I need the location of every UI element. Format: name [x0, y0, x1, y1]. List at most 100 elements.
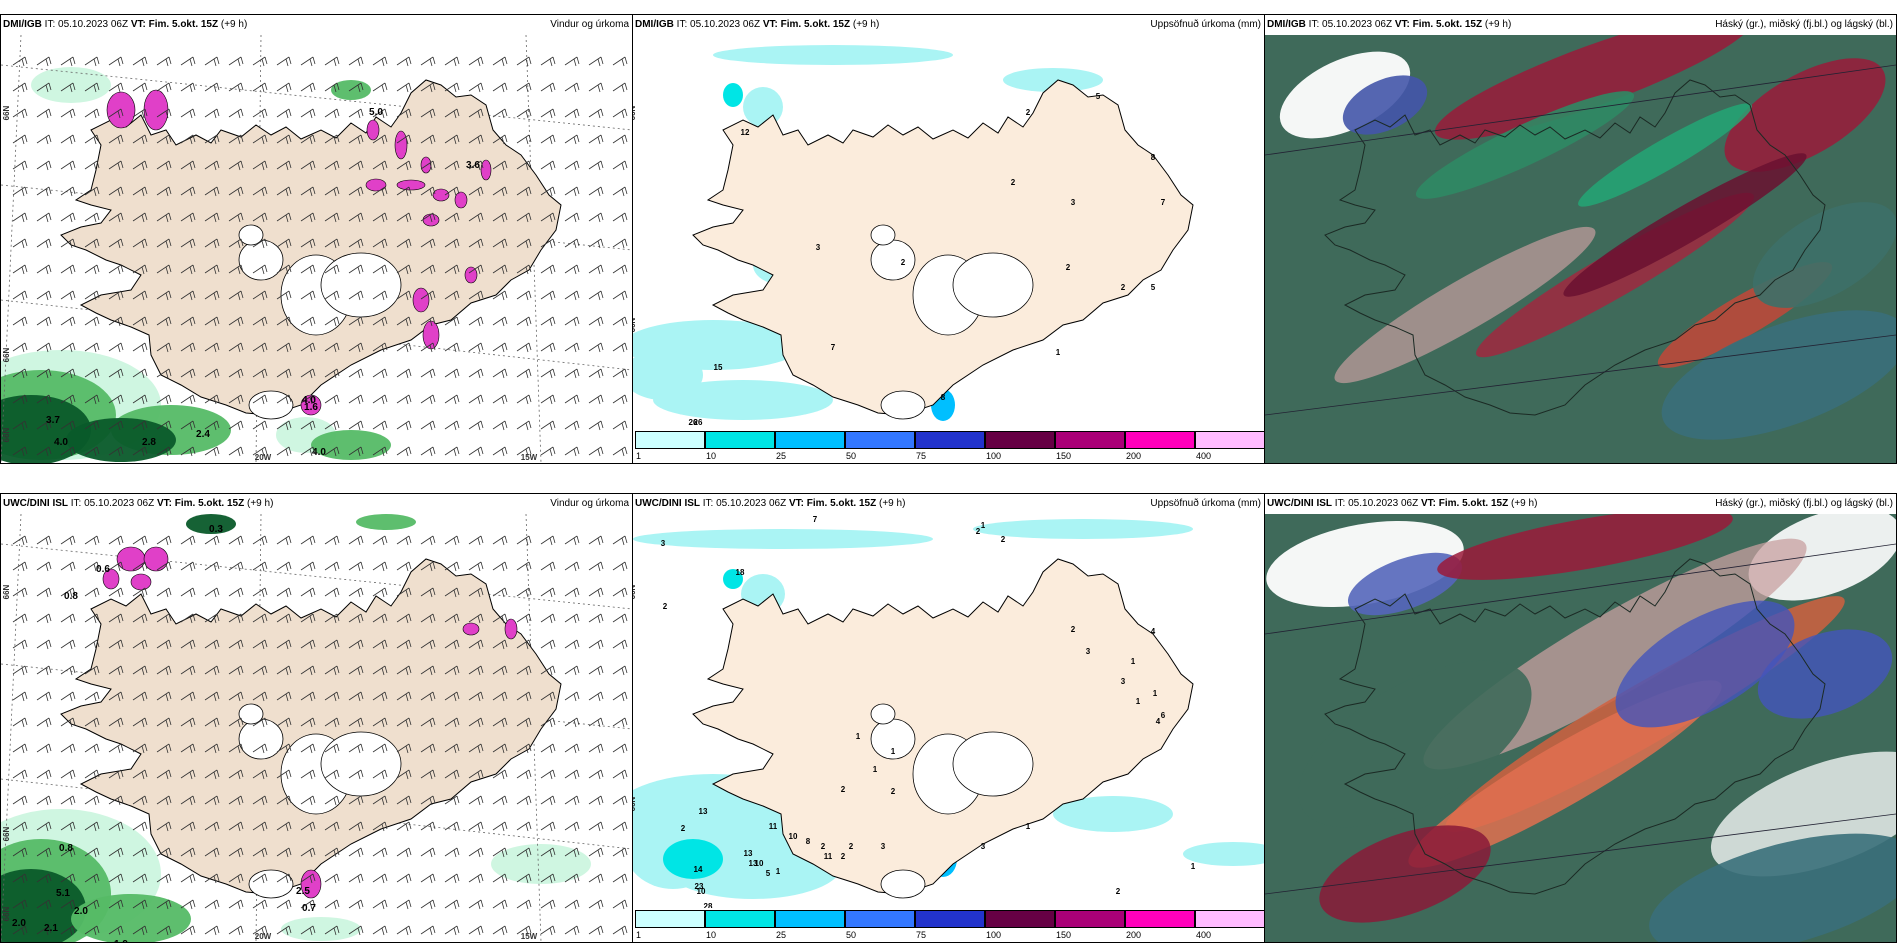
- wind-barb: [492, 446, 508, 457]
- wind-barb: [588, 691, 604, 702]
- wind-barb: [204, 561, 220, 572]
- wind-barb: [132, 899, 148, 910]
- wind-barb: [228, 108, 244, 119]
- wind-barb: [588, 212, 604, 223]
- wind-barb: [12, 795, 28, 806]
- lead-time: (+9 h): [1511, 498, 1538, 509]
- wind-barb: [540, 873, 556, 884]
- wind-barb: [324, 238, 340, 249]
- wind-barb: [252, 873, 268, 884]
- wind-barb: [492, 394, 508, 405]
- colorbar-label: 75: [916, 930, 927, 940]
- colorbar-label: 50: [846, 930, 857, 940]
- cloud-area: [1334, 226, 1596, 384]
- wind-barb: [276, 446, 292, 457]
- precip-value: 7: [831, 343, 836, 352]
- wind-barb: [516, 899, 532, 910]
- wind-barb: [324, 925, 340, 936]
- wind-barb: [228, 342, 244, 353]
- precip-value: 13: [744, 849, 753, 858]
- wind-barb: [444, 160, 460, 171]
- wind-barb: [300, 847, 316, 858]
- wind-barb: [588, 420, 604, 431]
- cloud-area: [1578, 103, 1752, 207]
- wind-barb: [228, 212, 244, 223]
- wind-barb: [540, 639, 556, 650]
- precip-value: 11: [824, 852, 833, 861]
- precip-value: 1: [1191, 862, 1196, 871]
- wind-barb: [516, 587, 532, 598]
- wind-barb: [540, 342, 556, 353]
- wind-barb: [492, 821, 508, 832]
- wind-barb: [324, 134, 340, 145]
- wind-barb: [132, 420, 148, 431]
- wind-barb: [444, 691, 460, 702]
- precip-cell: [462, 622, 480, 636]
- wind-barb: [588, 899, 604, 910]
- wind-barb: [348, 186, 364, 197]
- precip-cell: [420, 156, 432, 174]
- wind-barb: [396, 420, 412, 431]
- wind-barb: [372, 925, 388, 936]
- precip-value: 3: [881, 842, 886, 851]
- lead-time: (+9 h): [879, 498, 906, 509]
- wind-barb: [108, 795, 124, 806]
- wind-barb: [12, 316, 28, 327]
- wind-barb: [444, 368, 460, 379]
- wind-barb: [132, 717, 148, 728]
- wind-barb: [12, 613, 28, 624]
- wind-barb: [588, 665, 604, 676]
- wind-barb: [204, 795, 220, 806]
- wind-barb: [540, 535, 556, 546]
- wind-barb: [324, 420, 340, 431]
- wind-barb: [204, 56, 220, 67]
- wind-barb: [12, 264, 28, 275]
- precip-value: 5: [1096, 92, 1101, 101]
- wind-barb: [12, 446, 28, 457]
- wind-barb: [276, 561, 292, 572]
- wind-barb: [12, 420, 28, 431]
- cloud-area: [1437, 514, 1733, 580]
- wind-barb: [60, 691, 76, 702]
- wind-barb: [12, 561, 28, 572]
- wind-barb: [348, 290, 364, 301]
- wind-barb: [156, 420, 172, 431]
- wind-barb: [468, 264, 484, 275]
- wind-barb: [468, 691, 484, 702]
- model-source: DMI/IGB: [1267, 19, 1306, 30]
- wind-barb: [276, 769, 292, 780]
- wind-barb: [468, 238, 484, 249]
- wind-barb: [420, 82, 436, 93]
- wind-barb: [12, 847, 28, 858]
- wind-barb: [204, 899, 220, 910]
- precip-value: 2: [901, 258, 906, 267]
- wind-barb: [564, 186, 580, 197]
- wind-barb: [372, 394, 388, 405]
- wind-barb: [132, 847, 148, 858]
- wind-barb: [180, 186, 196, 197]
- panel-title: Háský (gr.), miðský (fj.bl.) og lágský (…: [1715, 19, 1893, 30]
- wind-barb: [276, 587, 292, 598]
- colorbar-label: 400: [1196, 930, 1212, 940]
- wind-barb: [444, 56, 460, 67]
- wind-barb: [60, 420, 76, 431]
- wind-barb: [36, 665, 52, 676]
- wind-barb: [612, 821, 628, 832]
- wind-barb: [468, 899, 484, 910]
- wind-barb: [420, 717, 436, 728]
- precip-cell: [480, 159, 492, 181]
- wind-barb: [204, 769, 220, 780]
- wind-barb: [84, 56, 100, 67]
- precip-value: 1: [1026, 822, 1031, 831]
- wind-barb: [348, 561, 364, 572]
- wind-barb: [108, 134, 124, 145]
- wind-barb: [12, 769, 28, 780]
- precip-area: [743, 87, 783, 127]
- wind-barb: [228, 613, 244, 624]
- graticule-line: [1265, 64, 1896, 156]
- wind-barb: [564, 561, 580, 572]
- wind-barb: [420, 873, 436, 884]
- coastline: [1324, 79, 1826, 416]
- wind-barb: [84, 394, 100, 405]
- wind-barb: [300, 56, 316, 67]
